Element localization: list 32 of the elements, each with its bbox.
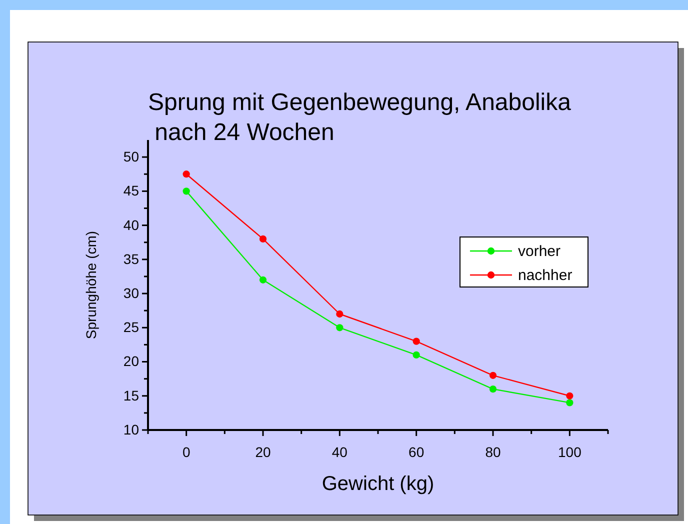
chart-title: Sprung mit Gegenbewegung, Anabolika nach 24 Wochen [148,89,572,146]
legend-label: vorher [518,243,561,260]
y-tick-label: 40 [123,216,140,233]
x-axis-title: Gewicht (kg) [322,473,434,495]
y-tick-label: 25 [123,319,140,336]
y-tick-label: 20 [123,353,140,370]
x-tick-label: 20 [255,444,271,460]
x-tick-label: 60 [408,444,424,460]
x-tick-label: 80 [485,444,501,460]
point [336,310,344,318]
y-tick-label: 45 [123,182,140,199]
point [259,235,267,242]
x-tick-label: 100 [558,444,582,460]
point [489,372,497,379]
point [566,399,574,406]
x-tick-label: 40 [332,444,348,460]
point [182,188,190,195]
y-tick-label: 10 [123,421,140,438]
y-axis-title: Sprunghöhe (cm) [83,230,99,340]
y-tick-label: 50 [123,148,140,165]
y-tick-label: 35 [123,250,140,267]
point [412,351,420,358]
legend-label: nachher [518,267,572,284]
point [336,324,344,332]
point [566,392,574,400]
y-tick-label: 15 [123,387,140,404]
point [412,338,420,345]
point [182,170,190,178]
point [489,386,497,393]
x-tick-label: 0 [182,444,190,460]
y-tick-label: 30 [123,285,140,302]
point [259,276,267,284]
